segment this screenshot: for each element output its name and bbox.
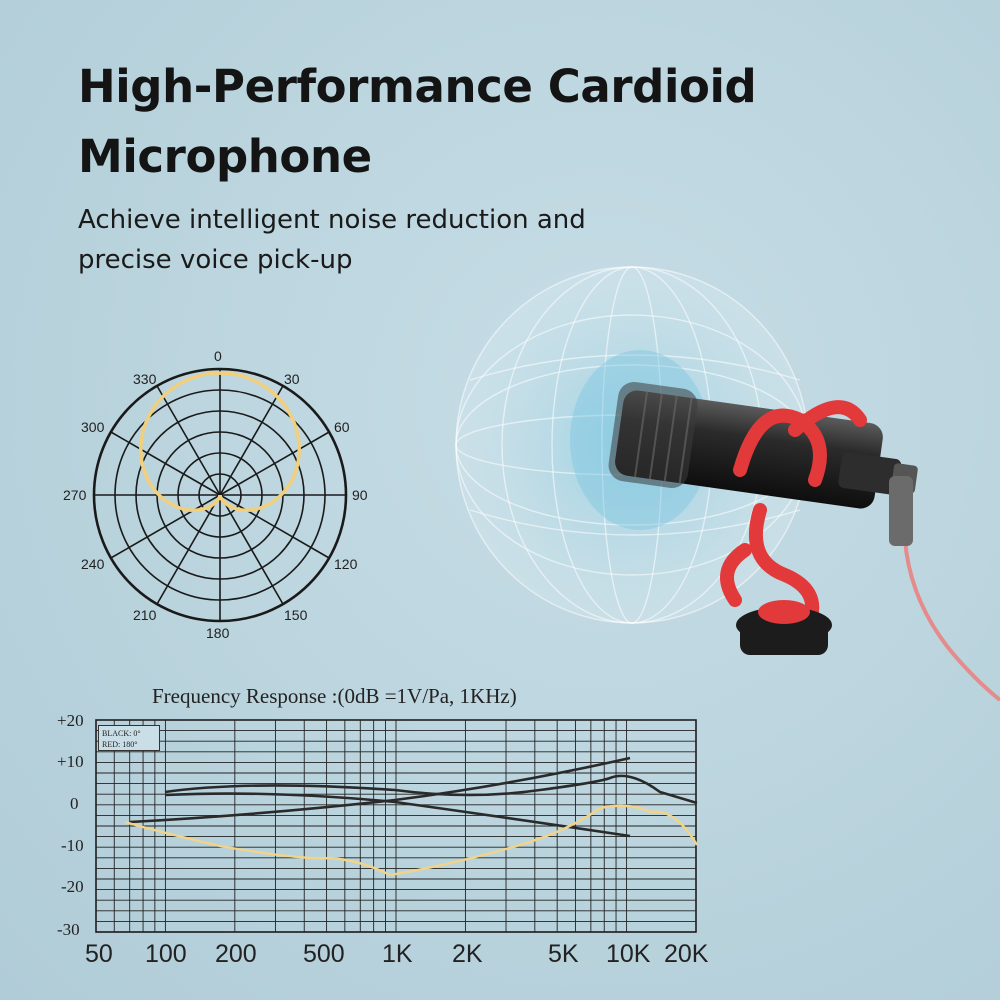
y-label-minus10: -10 [61,836,84,855]
frequency-response-chart [95,719,699,933]
y-label-plus20: +20 [57,711,84,730]
x-label-10k: 10K [606,940,651,968]
legend-black: BLACK: 0° [102,729,141,738]
polar-label-330: 330 [133,371,157,387]
black-0-curve-a [164,774,698,805]
polar-label-180: 180 [206,625,230,641]
polar-label-300: 300 [81,419,105,435]
polar-spoke [156,385,221,496]
polar-spoke [110,494,221,559]
polar-label-240: 240 [81,556,105,572]
x-label-100: 100 [145,940,187,968]
page-subtitle: Achieve intelligent noise reduction and … [78,205,586,275]
y-label-minus30: -30 [57,920,80,939]
polar-label-60: 60 [334,419,350,435]
legend-red: RED: 180° [102,740,138,749]
polar-label-210: 210 [133,607,157,623]
polar-label-120: 120 [334,556,358,572]
x-label-20k: 20K [664,940,709,968]
polar-spoke [219,431,330,496]
chart-legend: BLACK: 0° RED: 180° [98,725,160,751]
x-label-2k: 2K [452,940,483,968]
polar-label-90: 90 [352,487,368,503]
page-title: High-Performance Cardioid Microphone [78,60,757,183]
polar-spoke [219,494,330,559]
cardioid-curve [139,371,301,513]
y-label-plus10: +10 [57,752,84,771]
polar-label-150: 150 [284,607,308,623]
polar-spoke [219,385,284,496]
polar-label-30: 30 [284,371,300,387]
x-label-1k: 1K [382,940,413,968]
polar-pattern-chart [92,367,348,623]
polar-spoke [219,494,284,605]
polar-spoke [156,494,221,605]
x-label-5k: 5K [548,940,579,968]
y-label-minus20: -20 [61,877,84,896]
y-label-0: 0 [70,794,79,813]
microphone-product [608,381,1000,702]
black-0-curve-b [129,756,631,824]
frequency-response-title: Frequency Response :(0dB =1V/Pa, 1KHz) [152,684,517,708]
x-label-200: 200 [215,940,257,968]
x-label-50: 50 [85,940,113,968]
black-0-curve-c [164,792,631,838]
x-label-500: 500 [303,940,345,968]
polar-label-270: 270 [63,487,87,503]
polar-label-0: 0 [214,348,222,364]
red-180-curve [124,804,699,877]
polar-spoke [110,431,221,496]
